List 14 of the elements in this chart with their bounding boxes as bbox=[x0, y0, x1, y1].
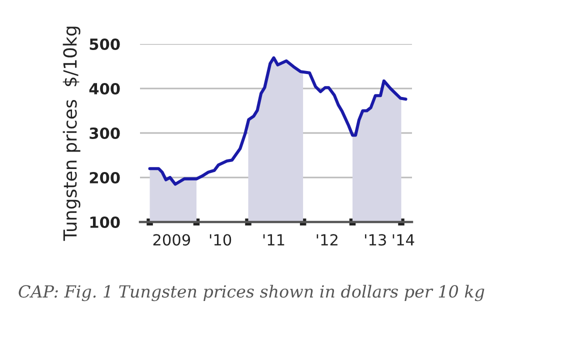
x-tick-label: '13 bbox=[365, 234, 386, 246]
y-tick-label: 100 bbox=[90, 216, 120, 228]
y-tick-label: 500 bbox=[90, 38, 120, 50]
y-tick-label: 300 bbox=[90, 127, 120, 140]
x-tick-label: '10 bbox=[210, 234, 232, 246]
x-tick-label: 2009 bbox=[153, 234, 190, 246]
x-tick-label: '14 bbox=[392, 234, 414, 246]
y-tick-label: 400 bbox=[89, 82, 120, 95]
text: CAP: Fig. 1 Tungsten prices shown in dollars per 10 kg bbox=[18, 284, 484, 302]
y-tick-label: 200 bbox=[90, 172, 120, 184]
y-axis-title: Tungsten prices $/10kg bbox=[62, 26, 80, 241]
line-series bbox=[148, 56, 408, 186]
x-tick-label: '11 bbox=[263, 234, 284, 246]
x-tick-label: '12 bbox=[316, 234, 338, 246]
